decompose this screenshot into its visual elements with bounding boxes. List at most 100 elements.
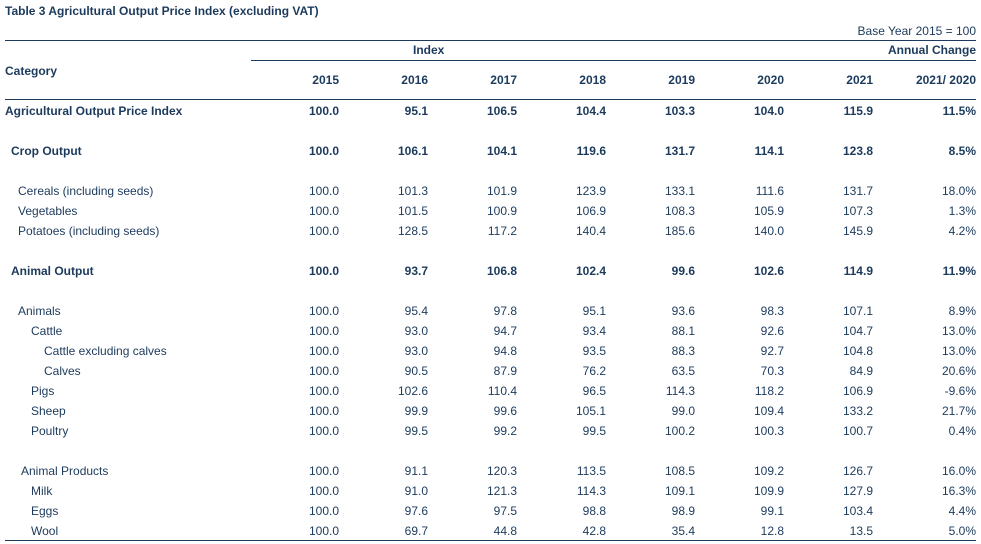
index-value-cell: 114.9 [843, 264, 873, 278]
index-value-cell: 88.1 [671, 324, 695, 338]
index-value-cell: 107.1 [842, 304, 873, 318]
row-label: Eggs [31, 504, 59, 518]
index-value-cell: 123.8 [842, 144, 873, 158]
row-label: Wool [31, 524, 59, 538]
year-column-header: 2019 [668, 73, 695, 87]
index-value-cell: 93.7 [404, 264, 428, 278]
index-value-cell: 95.1 [404, 104, 428, 118]
index-value-cell: 100.0 [308, 184, 339, 198]
index-value-cell: 100.0 [308, 484, 339, 498]
annual-change-cell: 4.4% [948, 504, 976, 518]
annual-change-cell: -9.6% [944, 384, 976, 398]
index-value-cell: 114.1 [754, 144, 784, 158]
index-value-cell: 103.4 [842, 504, 873, 518]
index-value-cell: 100.0 [308, 504, 339, 518]
index-value-cell: 90.5 [404, 364, 428, 378]
index-value-cell: 100.0 [308, 364, 339, 378]
index-value-cell: 100.0 [308, 104, 339, 118]
index-value-cell: 145.9 [842, 224, 873, 238]
index-value-cell: 13.5 [849, 524, 873, 538]
row-label: Agricultural Output Price Index [5, 104, 183, 118]
index-value-cell: 100.0 [308, 404, 339, 418]
index-value-cell: 100.0 [308, 144, 339, 158]
index-value-cell: 113.5 [576, 464, 606, 478]
annual-change-group-header: Annual Change [887, 43, 976, 57]
year-column-header: 2015 [312, 73, 339, 87]
index-value-cell: 96.5 [582, 384, 606, 398]
annual-change-cell: 8.9% [948, 304, 976, 318]
index-value-cell: 100.9 [486, 204, 517, 218]
index-value-cell: 100.0 [308, 344, 339, 358]
index-value-cell: 131.7 [842, 184, 873, 198]
index-value-cell: 103.3 [664, 104, 695, 118]
row-label: Pigs [31, 384, 55, 398]
category-header: Category [5, 64, 58, 78]
index-group-header: Index [413, 43, 445, 57]
row-label: Poultry [31, 424, 69, 438]
row-label: Vegetables [18, 204, 78, 218]
index-value-cell: 92.6 [760, 324, 784, 338]
index-value-cell: 92.7 [760, 344, 784, 358]
index-value-cell: 98.8 [582, 504, 606, 518]
annual-change-cell: 21.7% [941, 404, 976, 418]
index-value-cell: 109.1 [664, 484, 695, 498]
index-value-cell: 104.8 [842, 344, 873, 358]
index-value-cell: 94.7 [493, 324, 517, 338]
index-value-cell: 111.6 [755, 184, 784, 198]
index-value-cell: 42.8 [582, 524, 606, 538]
index-value-cell: 104.4 [575, 104, 606, 118]
index-value-cell: 106.8 [486, 264, 517, 278]
index-value-cell: 100.0 [308, 264, 339, 278]
index-value-cell: 100.0 [308, 224, 339, 238]
index-value-cell: 93.5 [582, 344, 606, 358]
index-value-cell: 70.3 [760, 364, 784, 378]
index-value-cell: 108.3 [664, 204, 695, 218]
index-value-cell: 118.2 [754, 384, 784, 398]
index-value-cell: 101.3 [397, 184, 428, 198]
index-value-cell: 99.1 [760, 504, 784, 518]
index-value-cell: 109.4 [753, 404, 784, 418]
index-value-cell: 100.0 [308, 384, 339, 398]
row-label: Potatoes (including seeds) [18, 224, 160, 238]
row-label: Milk [31, 484, 53, 498]
index-value-cell: 102.6 [397, 384, 428, 398]
year-column-header: 2020 [757, 73, 784, 87]
index-value-cell: 109.2 [753, 464, 784, 478]
index-value-cell: 100.3 [753, 424, 784, 438]
index-value-cell: 102.6 [753, 264, 784, 278]
index-value-cell: 105.9 [753, 204, 784, 218]
index-value-cell: 104.0 [753, 104, 784, 118]
index-value-cell: 114.3 [665, 384, 695, 398]
index-value-cell: 44.8 [493, 524, 517, 538]
index-value-cell: 117.2 [487, 224, 517, 238]
index-value-cell: 93.0 [404, 344, 428, 358]
index-value-cell: 133.1 [664, 184, 695, 198]
annual-change-cell: 0.4% [948, 424, 976, 438]
index-value-cell: 110.4 [487, 384, 517, 398]
index-value-cell: 106.9 [575, 204, 606, 218]
index-value-cell: 106.5 [486, 104, 517, 118]
index-value-cell: 104.7 [842, 324, 873, 338]
annual-change-cell: 13.0% [941, 344, 976, 358]
index-value-cell: 140.0 [753, 224, 784, 238]
annual-change-cell: 13.0% [941, 324, 976, 338]
index-value-cell: 107.3 [842, 204, 873, 218]
year-column-header: 2017 [490, 73, 517, 87]
annual-change-cell: 1.3% [948, 204, 976, 218]
top-rule [5, 40, 976, 41]
bottom-rule [5, 540, 976, 541]
index-value-cell: 100.0 [308, 464, 339, 478]
row-label: Cattle excluding calves [44, 344, 167, 358]
index-value-cell: 12.8 [760, 524, 784, 538]
index-value-cell: 115.9 [843, 104, 873, 118]
annual-change-cell: 11.9% [942, 264, 976, 278]
annual-change-cell: 5.0% [948, 524, 976, 538]
index-value-cell: 91.0 [404, 484, 428, 498]
index-value-cell: 63.5 [671, 364, 695, 378]
index-value-cell: 120.3 [486, 464, 517, 478]
row-label: Cattle [31, 324, 63, 338]
index-value-cell: 98.9 [671, 504, 695, 518]
annual-change-cell: 4.2% [948, 224, 976, 238]
annual-change-cell: 16.3% [941, 484, 976, 498]
index-value-cell: 109.9 [753, 484, 784, 498]
